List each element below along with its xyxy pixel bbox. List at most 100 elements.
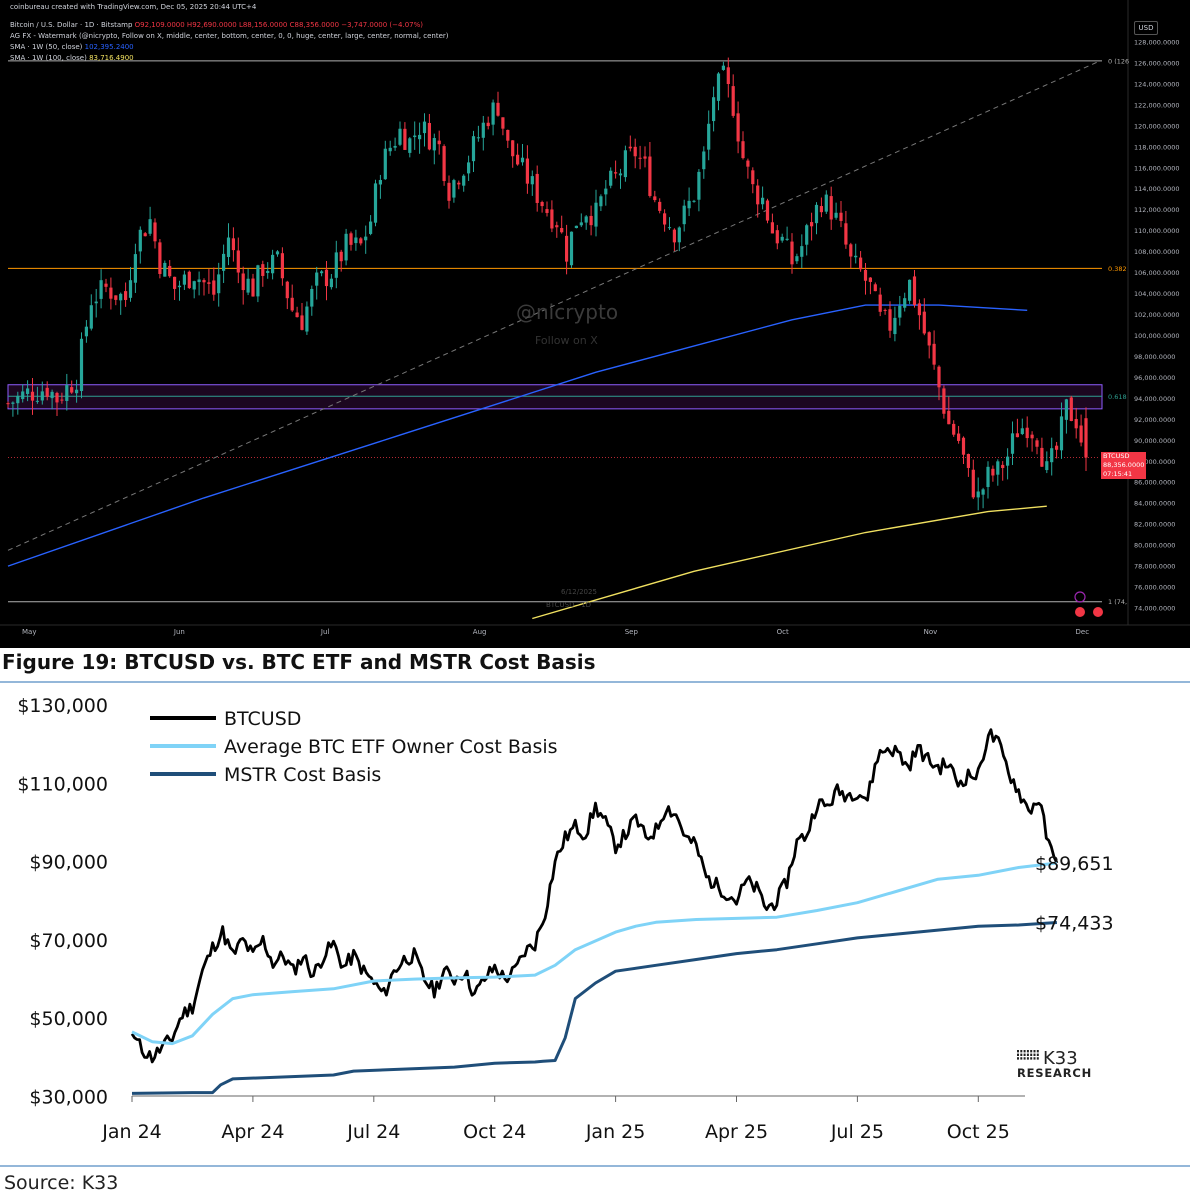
indicator-watermark-line[interactable]: AG FX - Watermark (@nicrypto, Follow on … <box>10 32 449 40</box>
candle-body <box>114 295 118 300</box>
y-tick-label: $30,000 <box>29 1087 108 1109</box>
candle-body <box>565 235 569 262</box>
candle-body <box>692 200 696 202</box>
candle-body <box>751 170 755 185</box>
legend-label: BTCUSD <box>224 708 301 730</box>
candle-body <box>354 237 358 244</box>
candle-body <box>65 385 69 401</box>
candle-body <box>1006 456 1010 466</box>
fib-level-label: 0.618 <box>1108 393 1127 401</box>
series-line <box>131 861 1058 1046</box>
candle-body <box>133 254 137 283</box>
price-tick-label: 102,000.0000 <box>1134 311 1180 319</box>
candle-body <box>6 403 10 405</box>
price-tick-label: 86,000.0000 <box>1134 479 1175 487</box>
candle-body <box>814 204 819 224</box>
price-tick-label: 106,000.0000 <box>1134 269 1180 277</box>
candle-body <box>589 215 593 226</box>
candle-body <box>927 332 931 346</box>
legend-label: Average BTC ETF Owner Cost Basis <box>224 736 558 758</box>
candle-body <box>741 141 745 159</box>
candle-body <box>104 283 108 287</box>
month-tick-label: Dec <box>1076 628 1090 636</box>
candle-body <box>462 175 466 186</box>
candle-body <box>854 255 858 258</box>
candle-body <box>712 97 716 122</box>
candle-body <box>957 433 961 441</box>
price-tick-label: 88,000.0000 <box>1134 458 1175 466</box>
candle-body <box>898 305 902 318</box>
candle-body <box>329 278 333 288</box>
candle-body <box>153 222 157 242</box>
price-tick-label: 82,000.0000 <box>1134 521 1175 529</box>
candle-body <box>481 122 485 138</box>
logo-mark-icon <box>1026 1050 1029 1053</box>
candle-body <box>780 236 784 241</box>
candle-body <box>658 201 662 211</box>
candle-body <box>383 148 387 180</box>
candle-body <box>339 251 343 262</box>
candle-body <box>1079 425 1083 443</box>
logo-mark-icon <box>1020 1050 1023 1053</box>
candle-body <box>707 123 711 150</box>
flag-marker-icon <box>1093 607 1103 617</box>
logo-mark-icon <box>1036 1053 1039 1056</box>
price-tick-label: 120,000.0000 <box>1134 122 1180 130</box>
candle-body <box>795 256 799 262</box>
source-note: Source: K33 <box>4 1172 119 1194</box>
symbol-line[interactable]: Bitcoin / U.S. Dollar · 1D · Bitstamp O9… <box>10 21 423 30</box>
candle-body <box>868 277 872 282</box>
candle-body <box>746 160 750 167</box>
candle-body <box>476 137 480 139</box>
candle-body <box>800 246 804 257</box>
candle-body <box>182 274 186 285</box>
indicator-sma100-line[interactable]: SMA · 1W (100, close) 83,716.4900 <box>10 54 134 63</box>
candle-body <box>731 86 735 116</box>
logo-mark-icon <box>1026 1057 1029 1060</box>
price-tick-label: 108,000.0000 <box>1134 248 1180 256</box>
candle-body <box>1069 397 1073 421</box>
candle-body <box>824 194 828 212</box>
candle-body <box>75 389 79 394</box>
candle-body <box>84 326 88 337</box>
candle-body <box>271 254 275 274</box>
candle-body <box>109 287 113 299</box>
candle-body <box>525 158 529 184</box>
logo-mark-icon <box>1036 1057 1039 1060</box>
candle-body <box>849 244 853 257</box>
candle-body <box>765 200 770 221</box>
candle-body <box>1020 428 1024 434</box>
candle-body <box>873 284 877 292</box>
candle-body <box>89 305 93 329</box>
candle-body <box>1059 416 1064 451</box>
candle-body <box>99 280 103 299</box>
candle-body <box>932 343 936 365</box>
month-tick-label: Sep <box>625 628 639 636</box>
logo-mark-icon <box>1023 1050 1026 1053</box>
candle-body <box>275 251 280 255</box>
candle-body <box>839 212 843 221</box>
candle-body <box>320 271 324 274</box>
candle-body <box>643 156 647 159</box>
candle-body <box>756 185 760 205</box>
y-tick-label: $130,000 <box>17 695 108 717</box>
logo-subtext: RESEARCH <box>1017 1066 1092 1080</box>
fib-level-label: 1 (74, <box>1108 598 1127 606</box>
event-markers <box>1074 591 1103 617</box>
candle-body <box>192 281 196 290</box>
candle-body <box>138 229 142 252</box>
indicator-sma50-line[interactable]: SMA · 1W (50, close) 102,395.2400 <box>10 43 134 52</box>
candle-body <box>398 128 402 145</box>
price-tick-label: 114,000.0000 <box>1134 185 1180 193</box>
candle-body <box>653 196 657 201</box>
candle-body <box>305 306 309 332</box>
candle-body <box>805 225 809 245</box>
candle-body <box>520 157 525 163</box>
candle-body <box>413 135 417 138</box>
candle-body <box>447 182 451 201</box>
currency-button[interactable]: USD <box>1134 21 1158 35</box>
candle-body <box>30 391 35 401</box>
fib-level-label: 0 (126 <box>1108 57 1129 65</box>
price-tick-label: 118,000.0000 <box>1134 143 1180 151</box>
